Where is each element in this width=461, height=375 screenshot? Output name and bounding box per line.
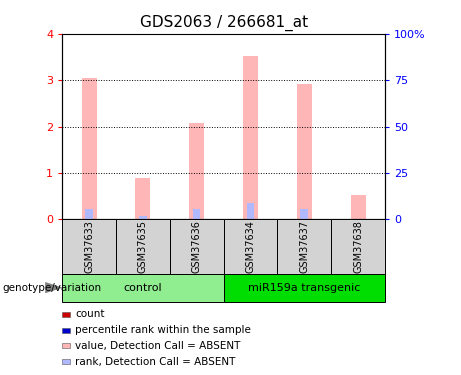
Text: miR159a transgenic: miR159a transgenic [248,283,361,293]
Bar [331,219,385,274]
Bar [82,78,97,219]
Text: GSM37633: GSM37633 [84,220,94,273]
Bar [350,195,366,219]
Text: percentile rank within the sample: percentile rank within the sample [75,325,251,335]
Bar [136,178,150,219]
Text: control: control [124,283,162,293]
Text: GSM37635: GSM37635 [138,220,148,273]
Text: count: count [75,309,105,320]
Text: GSM37636: GSM37636 [192,220,202,273]
Bar [193,209,201,219]
Text: rank, Detection Call = ABSENT: rank, Detection Call = ABSENT [75,357,236,367]
Bar [278,219,331,274]
Bar [62,274,224,302]
Bar [62,219,116,274]
Bar [189,123,204,219]
Bar [301,209,308,219]
Bar [224,274,385,302]
Bar [243,56,258,219]
Text: GSM37634: GSM37634 [245,220,255,273]
Bar [247,203,254,219]
Text: value, Detection Call = ABSENT: value, Detection Call = ABSENT [75,341,241,351]
Bar [139,216,147,219]
Bar [297,84,312,219]
Bar [170,219,224,274]
Text: GSM37637: GSM37637 [299,220,309,273]
Text: genotype/variation: genotype/variation [2,283,101,293]
Text: GSM37638: GSM37638 [353,220,363,273]
Title: GDS2063 / 266681_at: GDS2063 / 266681_at [140,15,307,31]
Polygon shape [45,282,63,293]
Bar [224,219,278,274]
Bar [116,219,170,274]
Bar [85,209,93,219]
